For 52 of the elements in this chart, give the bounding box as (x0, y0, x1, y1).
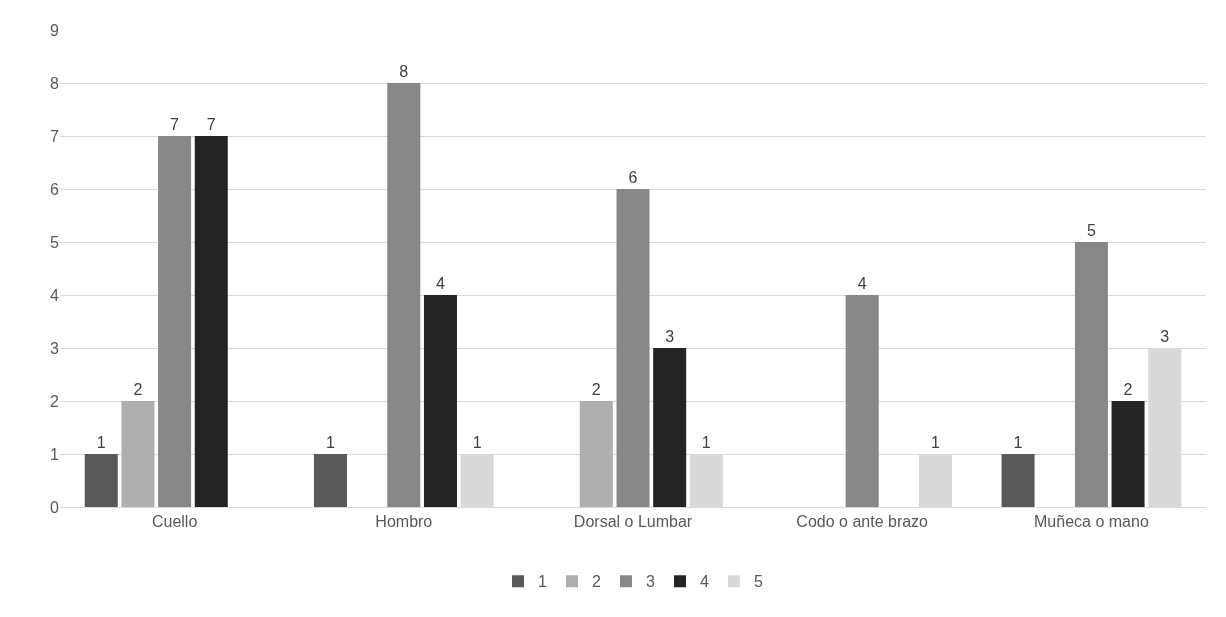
data-label: 7 (206, 116, 216, 133)
data-label: 1 (931, 434, 941, 451)
legend-label: 2 (592, 573, 601, 591)
data-label: 4 (857, 275, 867, 292)
x-tick-label: Muñeca o mano (1034, 513, 1149, 531)
data-label: 1 (472, 434, 482, 451)
data-label: 6 (628, 169, 638, 186)
bar (313, 454, 347, 507)
data-label: 3 (1160, 328, 1170, 345)
bar (423, 295, 457, 507)
data-label: 1 (701, 434, 711, 451)
legend-label: 5 (754, 573, 763, 591)
bar (1074, 242, 1108, 507)
y-tick-label: 4 (50, 286, 60, 304)
bar (387, 83, 421, 507)
y-tick-label: 6 (50, 180, 60, 198)
data-label: 3 (665, 328, 675, 345)
legend-label: 1 (538, 573, 547, 591)
y-tick-label: 5 (50, 233, 60, 251)
x-tick-label: Codo o ante brazo (796, 513, 929, 531)
data-label: 5 (1086, 222, 1096, 239)
data-label: 8 (399, 63, 409, 80)
bar (84, 454, 118, 507)
data-label: 1 (96, 434, 106, 451)
bar (579, 401, 613, 507)
data-label: 2 (1123, 381, 1133, 398)
data-label: 2 (591, 381, 601, 398)
y-tick-label: 7 (50, 127, 60, 145)
bar (1001, 454, 1035, 507)
y-tick-label: 0 (50, 498, 60, 516)
bar (1111, 401, 1145, 507)
data-label: 1 (325, 434, 335, 451)
y-tick-label: 8 (50, 74, 60, 92)
bar (845, 295, 879, 507)
data-label: 4 (435, 275, 445, 292)
x-tick-label: Hombro (375, 513, 433, 531)
bar (616, 189, 650, 507)
bar (121, 401, 155, 507)
x-tick-label: Cuello (151, 513, 198, 531)
y-tick-label: 3 (50, 339, 60, 357)
y-tick-label: 9 (50, 21, 60, 39)
y-tick-label: 1 (50, 445, 60, 463)
data-label: 2 (133, 381, 143, 398)
y-tick-label: 2 (50, 392, 60, 410)
legend-label: 4 (700, 573, 709, 591)
x-tick-label: Dorsal o Lumbar (573, 513, 693, 531)
bar (194, 136, 228, 507)
bar (158, 136, 192, 507)
data-label: 1 (1013, 434, 1023, 451)
legend-label: 3 (646, 573, 655, 591)
bar (653, 348, 687, 507)
data-label: 7 (170, 116, 180, 133)
